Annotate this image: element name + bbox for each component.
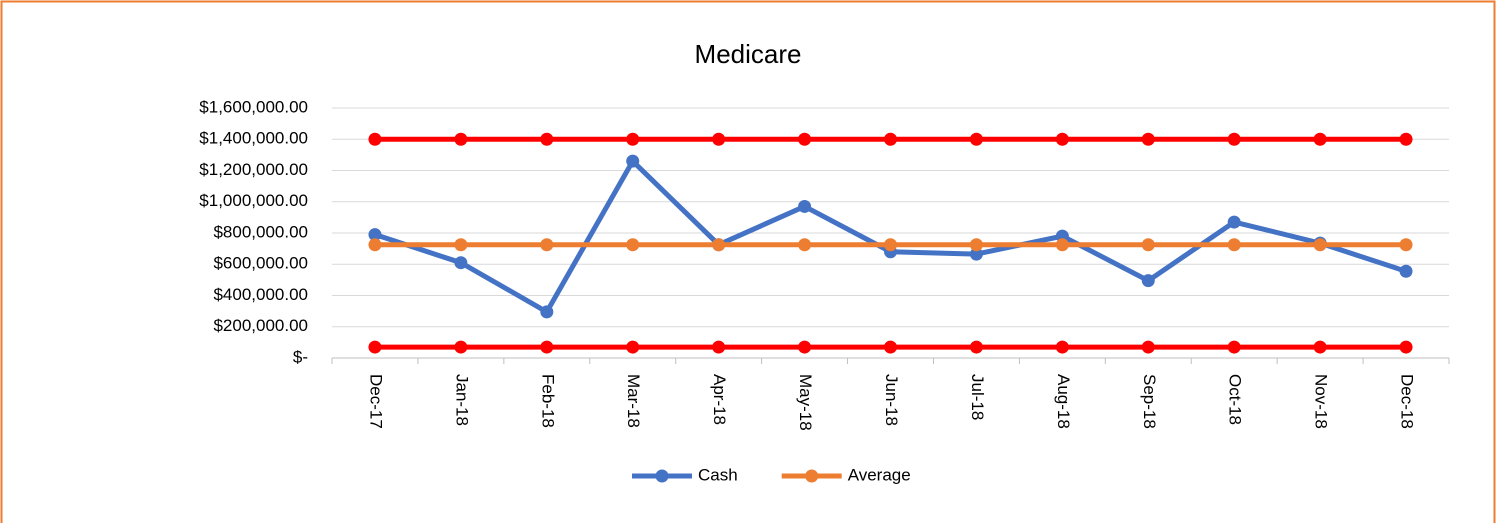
y-tick-label: $200,000.00	[213, 316, 308, 335]
data-point	[368, 238, 382, 252]
x-tick-label: May-18	[796, 374, 815, 431]
data-point	[454, 256, 468, 270]
chart-title: Medicare	[695, 39, 802, 69]
data-point	[540, 132, 554, 146]
x-tick-label: Mar-18	[624, 374, 643, 428]
data-point	[884, 132, 897, 146]
data-point	[540, 238, 554, 252]
data-point	[712, 238, 726, 252]
y-tick-label: $1,000,000.00	[199, 191, 308, 210]
data-point	[454, 132, 468, 146]
y-tick-label: $1,200,000.00	[199, 160, 308, 179]
data-point	[1141, 238, 1155, 252]
data-point	[969, 132, 983, 146]
legend-label: Average	[848, 465, 911, 484]
data-point	[884, 238, 897, 252]
data-point	[798, 238, 812, 252]
data-point	[1313, 132, 1327, 146]
data-point	[969, 247, 983, 261]
data-point	[626, 340, 640, 354]
y-tick-label: $400,000.00	[213, 285, 308, 304]
data-point	[1399, 264, 1413, 278]
data-point	[1399, 340, 1413, 354]
data-point	[1141, 340, 1155, 354]
legend-marker	[655, 469, 669, 483]
data-point	[1227, 132, 1241, 146]
data-point	[368, 228, 382, 242]
x-tick-label: Nov-18	[1312, 374, 1331, 429]
data-point	[1227, 238, 1241, 252]
x-tick-label: Jan-18	[452, 374, 471, 426]
data-point	[1399, 132, 1413, 146]
y-tick-label: $800,000.00	[213, 222, 308, 241]
data-point	[798, 340, 812, 354]
legend-marker	[805, 469, 819, 483]
data-point	[626, 132, 640, 146]
data-point	[454, 238, 468, 252]
data-point	[368, 340, 382, 354]
data-point	[712, 340, 726, 354]
data-point	[1399, 238, 1413, 252]
data-point	[969, 238, 983, 252]
x-tick-label: Jun-18	[882, 374, 901, 426]
data-point	[1313, 238, 1327, 252]
data-point	[1055, 238, 1069, 252]
data-point	[884, 340, 897, 354]
data-point	[626, 154, 640, 168]
x-tick-label: Oct-18	[1226, 374, 1245, 425]
data-point	[454, 340, 468, 354]
data-point	[1313, 340, 1327, 354]
y-tick-label: $1,600,000.00	[199, 97, 308, 116]
data-point	[1141, 132, 1155, 146]
x-tick-label: Dec-17	[366, 374, 385, 429]
y-tick-label: $1,400,000.00	[199, 129, 308, 148]
y-tick-label: $-	[293, 347, 308, 366]
data-point	[1227, 340, 1241, 354]
data-point	[798, 132, 812, 146]
x-tick-label: Dec-18	[1398, 374, 1417, 429]
data-point	[712, 132, 726, 146]
data-point	[540, 305, 554, 319]
y-tick-label: $600,000.00	[213, 254, 308, 273]
data-point	[1227, 215, 1241, 229]
x-tick-label: Jul-18	[968, 374, 987, 420]
data-point	[1055, 340, 1069, 354]
data-point	[540, 340, 554, 354]
x-tick-label: Sep-18	[1140, 374, 1159, 429]
data-point	[1141, 274, 1155, 288]
x-tick-label: Aug-18	[1054, 374, 1073, 429]
x-tick-label: Apr-18	[710, 374, 729, 425]
x-tick-label: Feb-18	[538, 374, 557, 428]
data-point	[969, 340, 983, 354]
data-point	[1055, 132, 1069, 146]
legend-label: Cash	[698, 465, 738, 484]
data-point	[626, 238, 640, 252]
data-point	[798, 199, 812, 213]
data-point	[368, 132, 382, 146]
